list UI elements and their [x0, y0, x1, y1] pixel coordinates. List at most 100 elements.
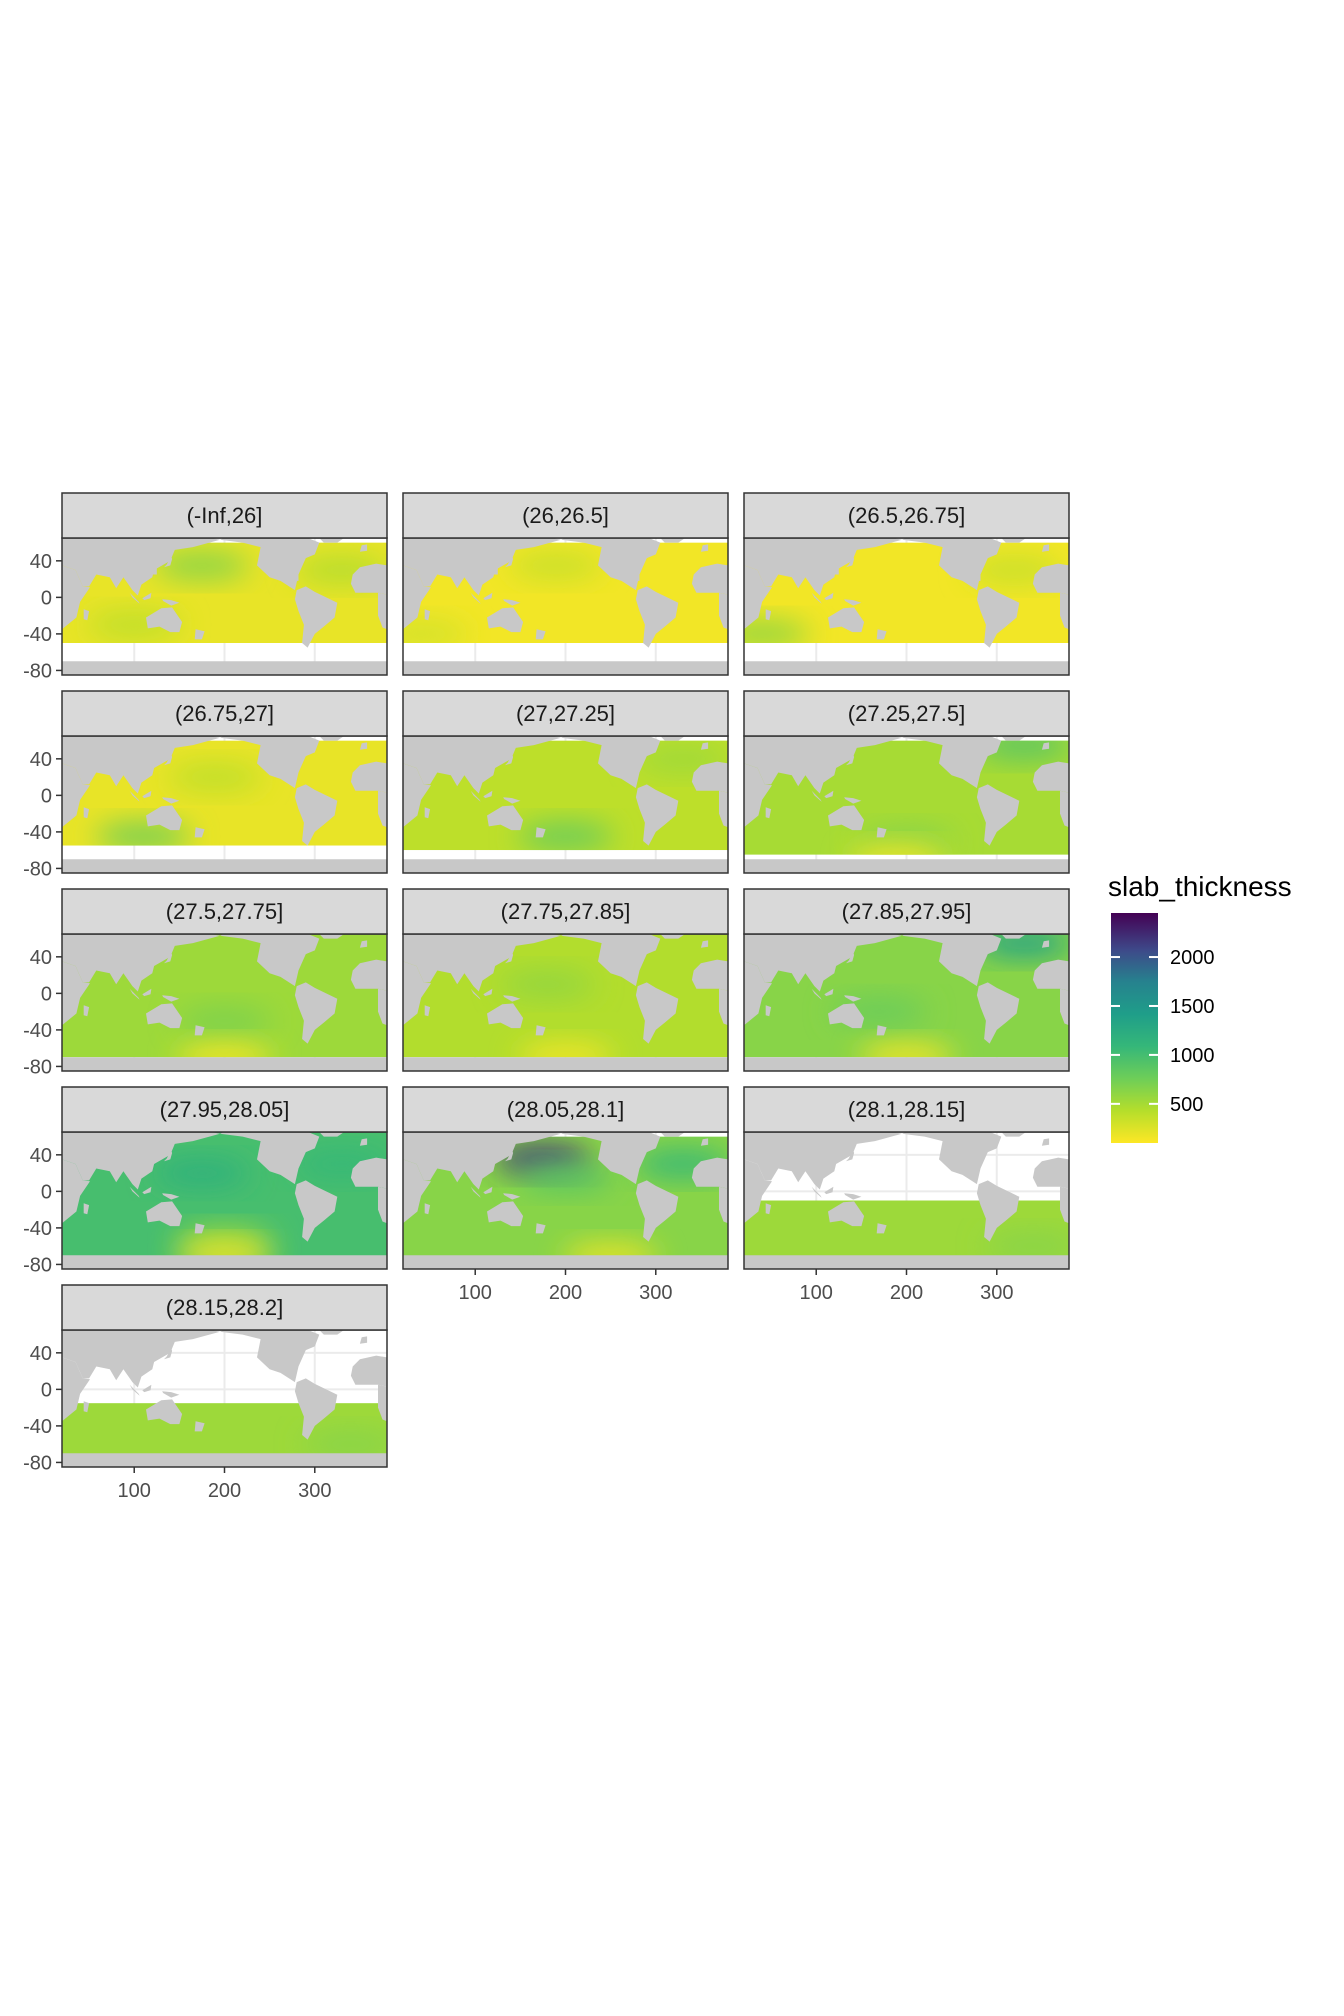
land-polygon [424, 1203, 431, 1215]
land-polygon [561, 1132, 661, 1185]
facet-panel: (27.75,27.85] [402, 888, 729, 1072]
land-polygon [62, 661, 387, 675]
land-polygon [846, 754, 855, 766]
land-polygon [83, 609, 90, 621]
land-polygon [142, 1384, 152, 1393]
land-polygon [535, 827, 546, 838]
land-polygon [811, 1186, 822, 1198]
land-polygon [359, 1336, 368, 1344]
land-polygon [876, 629, 887, 640]
land-polygon [660, 538, 686, 543]
land-polygon [828, 1201, 865, 1227]
land-polygon [146, 1201, 183, 1227]
data-cell [499, 970, 596, 999]
land-polygon [142, 790, 152, 799]
land-polygon [846, 1150, 855, 1162]
land-polygon [1001, 736, 1027, 741]
land-mask [62, 1330, 387, 1467]
land-polygon [1032, 563, 1069, 595]
land-polygon [844, 599, 862, 606]
land-polygon [164, 952, 173, 964]
land-polygon [164, 1150, 173, 1162]
land-polygon [700, 1138, 709, 1146]
facet-strip [61, 492, 388, 539]
land-mask [403, 934, 728, 1071]
facet-strip [402, 1086, 729, 1133]
land-polygon [378, 988, 387, 1026]
land-mask [744, 736, 1069, 873]
facet-strip [61, 1086, 388, 1133]
land-polygon [535, 1025, 546, 1036]
land-polygon [359, 544, 368, 552]
facet-strip [743, 888, 1070, 935]
land-polygon [62, 1357, 90, 1422]
land-polygon [350, 1355, 387, 1387]
land-polygon [359, 1138, 368, 1146]
facet-strip-label: (27.85,27.95] [842, 899, 972, 924]
land-polygon [164, 1348, 173, 1360]
land-polygon [359, 940, 368, 948]
land-polygon [1041, 742, 1050, 750]
land-polygon [470, 1186, 481, 1198]
facet-strip [61, 1284, 388, 1331]
land-polygon [403, 859, 728, 873]
land-polygon [378, 592, 387, 630]
land-polygon [1060, 1186, 1069, 1224]
facet-strip-label: (26.5,26.75] [848, 503, 965, 528]
facet-strip-label: (26.75,27] [175, 701, 274, 726]
land-polygon [403, 736, 561, 794]
land-polygon [719, 790, 728, 828]
facet-strip [743, 1086, 1070, 1133]
data-cell [517, 822, 614, 851]
legend-break-label: 1500 [1170, 996, 1215, 1018]
land-polygon [62, 565, 90, 630]
x-tick-label: 100 [459, 1282, 492, 1304]
land-polygon [378, 1186, 387, 1224]
land-polygon [765, 1203, 772, 1215]
facet-panel: (-Inf,26] 40 0 -40 -80 [23, 492, 388, 682]
land-polygon [719, 988, 728, 1026]
land-polygon [83, 807, 90, 819]
data-cell [176, 1043, 273, 1058]
facet-panel: (28.1,28.15] 100 200 300 [743, 1086, 1070, 1304]
land-polygon [1060, 592, 1069, 630]
land-polygon [824, 790, 834, 799]
land-polygon [691, 563, 728, 595]
land-polygon [561, 934, 661, 987]
land-polygon [700, 940, 709, 948]
data-cell [744, 619, 811, 644]
land-polygon [142, 592, 152, 601]
y-tick-label: -40 [23, 624, 52, 646]
land-polygon [62, 1159, 90, 1224]
land-polygon [744, 1057, 1069, 1071]
land-mask [403, 1132, 728, 1269]
facet-panel: (26,26.5] [402, 492, 729, 676]
land-polygon [976, 784, 1020, 846]
x-tick-label: 100 [118, 1480, 151, 1502]
land-polygon [83, 1203, 90, 1215]
facet-strip [743, 492, 1070, 539]
land-polygon [902, 1132, 1002, 1185]
land-polygon [744, 565, 772, 630]
land-polygon [487, 805, 524, 831]
land-polygon [503, 599, 521, 606]
land-polygon [470, 592, 481, 604]
land-polygon [350, 959, 387, 991]
x-tick-label: 300 [639, 1282, 672, 1304]
land-polygon [62, 1453, 387, 1467]
slab-thickness-field [403, 542, 728, 644]
land-polygon [62, 934, 220, 992]
land-polygon [403, 538, 561, 596]
facet-panel: (27.95,28.05] 40 0 -40 -80 [23, 1086, 388, 1276]
facet-strip [61, 888, 388, 935]
land-polygon [482, 562, 498, 575]
land-mask [744, 538, 1069, 675]
land-polygon [844, 995, 862, 1002]
facet-strip-label: (26,26.5] [522, 503, 609, 528]
land-polygon [403, 565, 431, 630]
land-polygon [403, 1057, 728, 1071]
y-tick-label: -80 [23, 858, 52, 880]
land-polygon [146, 1399, 183, 1425]
facet-panel: (26.5,26.75] [743, 492, 1070, 676]
land-polygon [561, 736, 661, 789]
